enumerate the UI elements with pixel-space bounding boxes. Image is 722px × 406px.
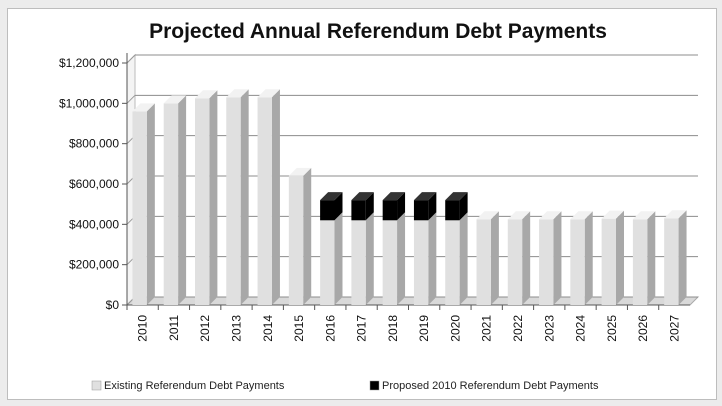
bar-proposed (320, 200, 335, 221)
bar-existing (195, 98, 210, 306)
legend-label: Existing Referendum Debt Payments (104, 380, 285, 392)
x-tick-label: 2027 (667, 315, 681, 342)
bar-proposed-side (397, 192, 406, 221)
bar-existing-side (271, 89, 280, 306)
x-tick-label: 2012 (198, 315, 212, 342)
x-tick-label: 2022 (511, 315, 525, 342)
bar-proposed-side (365, 192, 374, 221)
bar-existing (539, 219, 554, 305)
bar-existing-top (539, 211, 562, 220)
legend-label: Proposed 2010 Referendum Debt Payments (382, 380, 599, 392)
bar-existing-top (288, 167, 312, 176)
bar-proposed (413, 200, 429, 221)
x-tick-label: 2020 (448, 315, 462, 342)
x-tick-label: 2024 (574, 315, 588, 342)
bar-proposed-top (320, 192, 343, 201)
bar-existing (257, 97, 272, 306)
bar-proposed-top (413, 192, 437, 201)
x-tick-label: 2021 (480, 315, 494, 342)
x-tick-label: 2023 (542, 315, 556, 342)
bar-proposed (351, 200, 366, 221)
bar-existing-side (365, 212, 374, 305)
bar-proposed-top (445, 192, 468, 201)
bar-existing-side (178, 95, 187, 305)
bar-existing-side (240, 89, 249, 306)
chart-frame: Projected Annual Referendum Debt Payment… (7, 8, 717, 400)
bar-proposed-side (334, 192, 343, 221)
bar-existing (351, 220, 366, 305)
bar-existing-top (257, 89, 280, 98)
x-tick-label: 2015 (292, 315, 306, 342)
bar-existing-side (584, 211, 593, 305)
x-tick-label: 2026 (636, 315, 650, 342)
bar-existing-top (163, 95, 187, 104)
bar-existing (226, 97, 241, 306)
bar-existing-top (476, 211, 499, 220)
x-tick-label: 2011 (167, 315, 181, 341)
bar-existing-side (553, 211, 562, 305)
bar-existing-side (678, 210, 687, 305)
bar-proposed (382, 200, 398, 221)
x-tick-label: 2018 (386, 315, 400, 342)
x-tick-label: 2010 (136, 315, 150, 342)
bar-existing (507, 219, 523, 305)
chart-title: Projected Annual Referendum Debt Payment… (149, 20, 607, 43)
x-tick-label: 2019 (417, 315, 431, 342)
y-tick-label: $1,200,000 (59, 56, 119, 70)
bar-existing (601, 218, 616, 305)
bar-existing (132, 111, 147, 306)
y-tick-label: $0 (106, 298, 120, 312)
bar-existing (476, 219, 491, 305)
y-tick-label: $200,000 (69, 258, 119, 272)
bar-existing (632, 219, 648, 305)
x-tick-label: 2013 (229, 315, 243, 342)
y-tick-label: $600,000 (69, 177, 119, 191)
bar-existing (413, 220, 429, 305)
bar-proposed-top (382, 192, 406, 201)
bar-existing-top (226, 89, 249, 98)
bar-existing-top (664, 210, 687, 219)
bar-existing (320, 220, 335, 305)
gridline-diagonal (126, 54, 136, 64)
x-tick-label: 2017 (355, 315, 369, 342)
x-tick-label: 2014 (261, 315, 275, 342)
bar-existing (163, 103, 179, 305)
gridline-diagonal (126, 94, 136, 104)
bar-proposed-side (459, 192, 468, 221)
bar-existing-side (459, 212, 468, 305)
bar-existing-side (334, 212, 343, 305)
y-tick-label: $800,000 (69, 137, 119, 151)
y-tick-label: $1,000,000 (59, 96, 119, 110)
bar-existing-side (490, 211, 499, 305)
legend-swatch (91, 380, 102, 391)
bar-proposed (445, 200, 460, 221)
x-tick-label: 2016 (323, 315, 337, 342)
bar-existing-top (507, 211, 531, 220)
bar-existing (664, 218, 679, 305)
bar-existing-top (632, 211, 656, 220)
bar-existing (288, 175, 304, 305)
x-tick-label: 2025 (605, 315, 619, 342)
bar-existing-side (647, 211, 656, 305)
bar-existing-side (522, 211, 531, 305)
y-tick-label: $400,000 (69, 217, 119, 231)
bar-existing-top (132, 103, 155, 112)
bar-existing-side (428, 212, 437, 305)
bar-proposed-top (351, 192, 374, 201)
bar-existing-top (195, 90, 218, 99)
bar-existing-side (615, 210, 624, 305)
bar-existing (382, 220, 398, 305)
bar-existing-side (303, 167, 312, 305)
bar-existing-top (570, 211, 593, 220)
bar-existing-side (146, 103, 155, 306)
legend-swatch (369, 380, 380, 391)
bar-existing (570, 219, 585, 305)
bar-proposed-side (428, 192, 437, 221)
bar-existing-side (397, 212, 406, 305)
bar-existing (445, 220, 460, 305)
bar-existing-side (209, 90, 218, 306)
bar-existing-top (601, 210, 624, 219)
